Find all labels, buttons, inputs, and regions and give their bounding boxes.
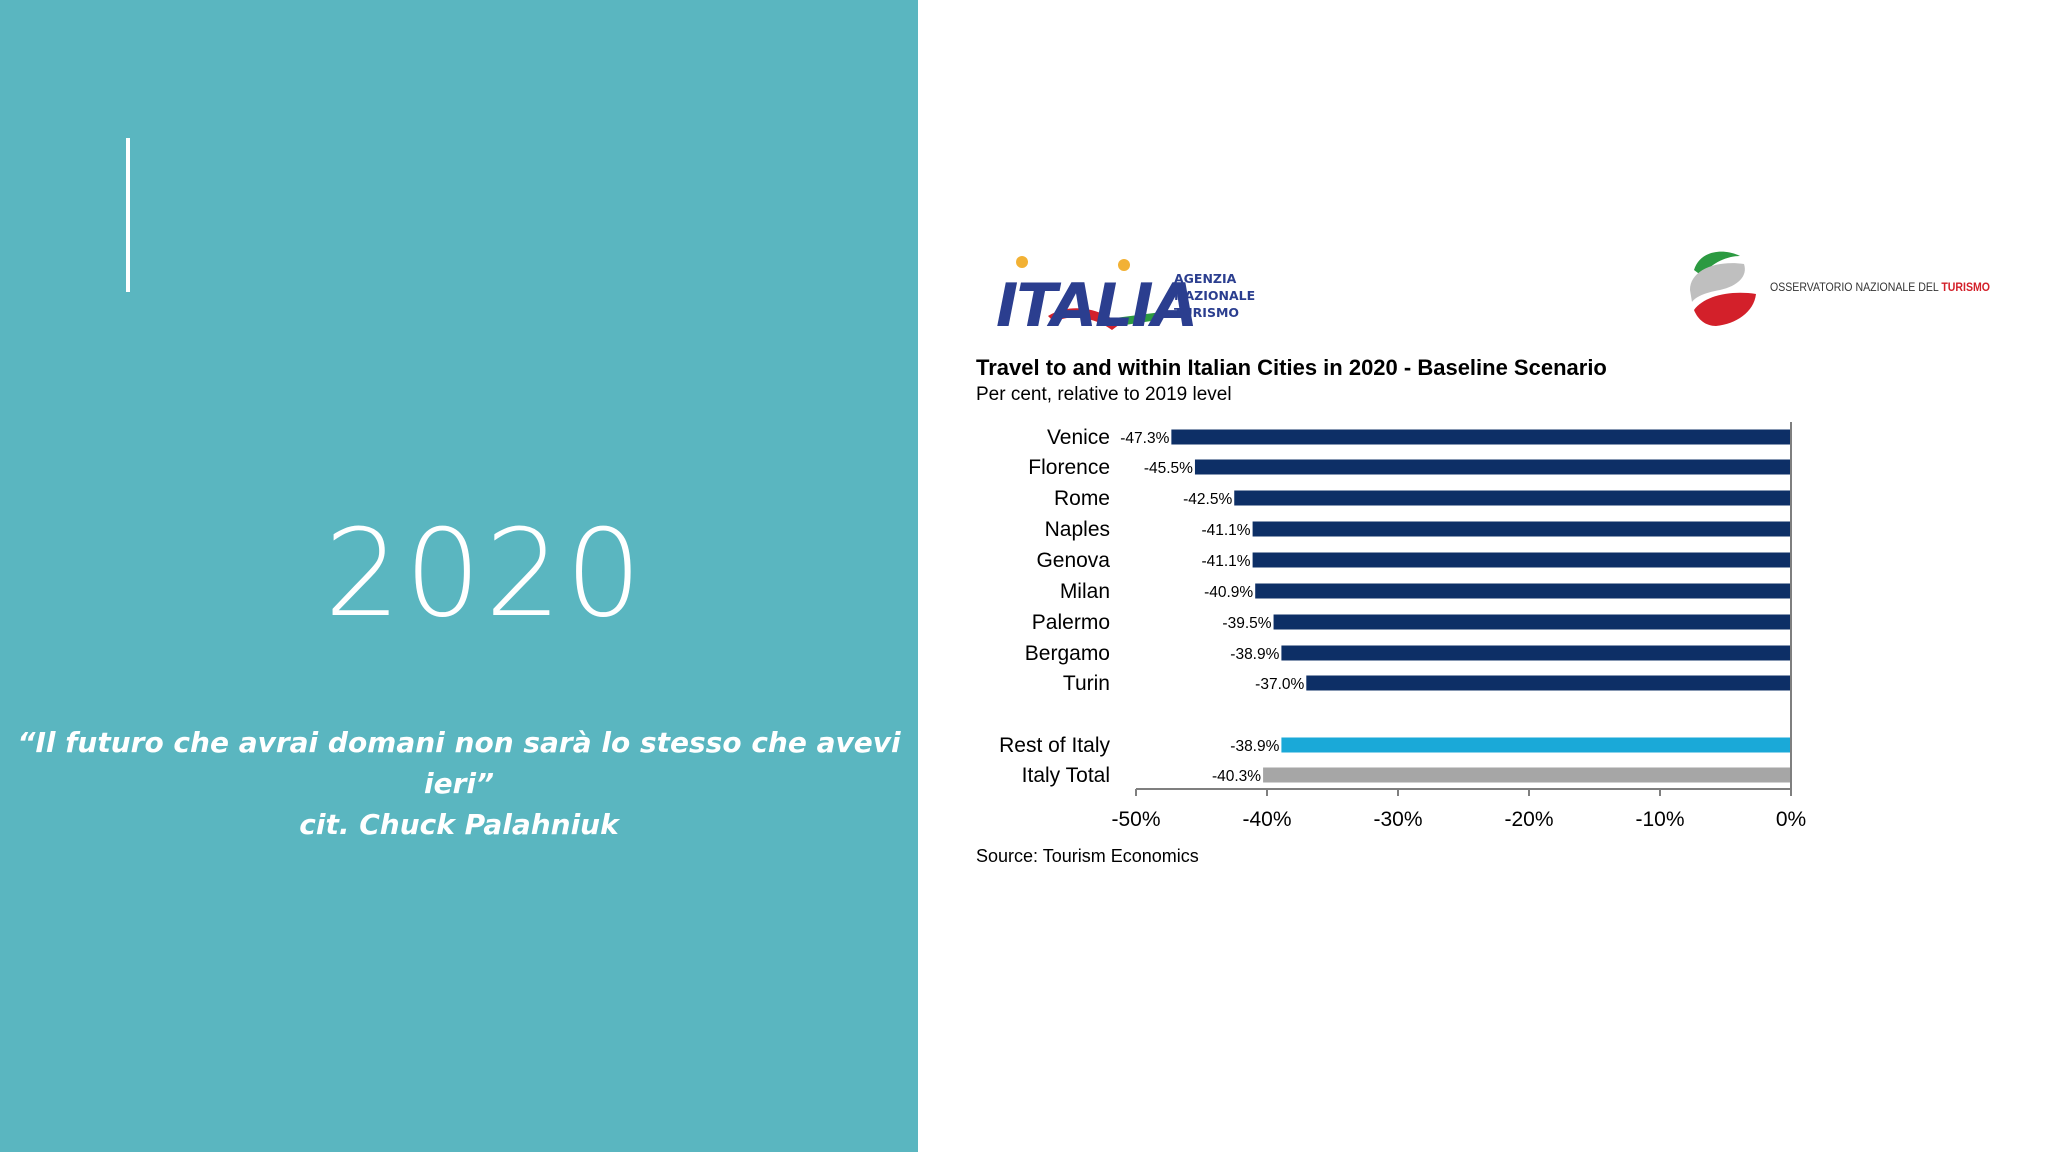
slide-quote: “Il futuro che avrai domani non sarà lo …: [0, 722, 918, 845]
data-label: -40.9%: [1204, 584, 1253, 601]
category-label: Rome: [1054, 487, 1110, 510]
bar-italy-total: [1263, 767, 1791, 783]
osservatorio-highlight: TURISMO: [1941, 280, 1990, 294]
enit-line-1: AGENZIA: [1174, 271, 1237, 286]
bar-rest-of-italy: [1281, 737, 1791, 753]
x-tick-label: -10%: [1635, 808, 1684, 831]
category-label: Naples: [1045, 518, 1110, 541]
category-label: Turin: [1063, 672, 1110, 695]
logo-dot-yellow-2: [1118, 259, 1130, 271]
data-label: -41.1%: [1201, 553, 1250, 570]
bar-rome: [1234, 490, 1791, 506]
italia-logo: ITALIA AGENZIA NAZIONALE TURISMO: [996, 256, 1255, 341]
category-label: Bergamo: [1025, 642, 1110, 665]
bar-venice: [1171, 429, 1791, 445]
chart-subtitle: Per cent, relative to 2019 level: [976, 384, 1232, 405]
bar-milan: [1255, 583, 1791, 599]
bar-bergamo: [1281, 645, 1791, 661]
x-axis: -50% -40% -30% -20% -10% 0%: [1111, 422, 1806, 831]
italia-wordmark: ITALIA: [996, 271, 1196, 341]
x-tick-label: -50%: [1111, 808, 1160, 831]
bar-florence: [1194, 459, 1791, 475]
category-label: Rest of Italy: [999, 734, 1110, 757]
osservatorio-text: OSSERVATORIO NAZIONALE DEL TURISMO: [1770, 280, 1990, 294]
data-label: -38.9%: [1230, 646, 1279, 663]
x-tick-label: -30%: [1373, 808, 1422, 831]
bar-genova: [1252, 552, 1791, 568]
logo-swoosh-green: [1115, 312, 1162, 326]
category-label: Palermo: [1032, 611, 1110, 634]
bar-naples: [1252, 521, 1791, 537]
logo-swoosh-red: [1048, 308, 1120, 330]
chart-panel: [918, 0, 2048, 1152]
category-label: Milan: [1060, 580, 1110, 603]
logo-dot-yellow: [1016, 256, 1028, 268]
bar-palermo: [1273, 614, 1791, 630]
category-label: Florence: [1028, 456, 1110, 479]
quote-text: “Il futuro che avrai domani non sarà lo …: [17, 726, 901, 800]
slide-year: 2020: [324, 505, 646, 644]
osservatorio-logo: OSSERVATORIO NAZIONALE DEL TURISMO: [1690, 251, 1990, 326]
osservatorio-name: OSSERVATORIO NAZIONALE DEL: [1770, 280, 1939, 294]
category-label: Genova: [1036, 549, 1110, 572]
accent-divider: [126, 138, 130, 292]
x-tick-label: -40%: [1242, 808, 1291, 831]
globe-swoosh-red: [1694, 292, 1756, 326]
data-label: -42.5%: [1183, 491, 1232, 508]
data-label: -38.9%: [1230, 738, 1279, 755]
data-label: -40.3%: [1212, 768, 1261, 785]
data-label: -37.0%: [1255, 676, 1304, 693]
data-label: -45.5%: [1144, 460, 1193, 477]
globe-swoosh-grey: [1690, 263, 1745, 302]
bar-turin: [1306, 675, 1791, 691]
data-label: -47.3%: [1120, 430, 1169, 447]
x-tick-label: -20%: [1504, 808, 1553, 831]
enit-line-2: NAZIONALE: [1174, 288, 1255, 303]
x-tick-label: 0%: [1776, 808, 1806, 831]
data-label: -41.1%: [1201, 522, 1250, 539]
data-label: -39.5%: [1222, 615, 1271, 632]
title-panel: 2020 “Il futuro che avrai domani non sar…: [0, 0, 918, 1152]
enit-line-3: TURISMO: [1174, 305, 1239, 320]
quote-author: cit. Chuck Palahniuk: [299, 808, 619, 841]
chart-title: Travel to and within Italian Cities in 2…: [976, 355, 1607, 380]
bars-layer: Venice -47.3% Florence -45.5% Rome -42.5% Napl…: [999, 426, 1791, 787]
chart-source: Source: Tourism Economics: [976, 846, 1199, 866]
category-label: Italy Total: [1022, 764, 1110, 787]
category-label: Venice: [1047, 426, 1110, 449]
